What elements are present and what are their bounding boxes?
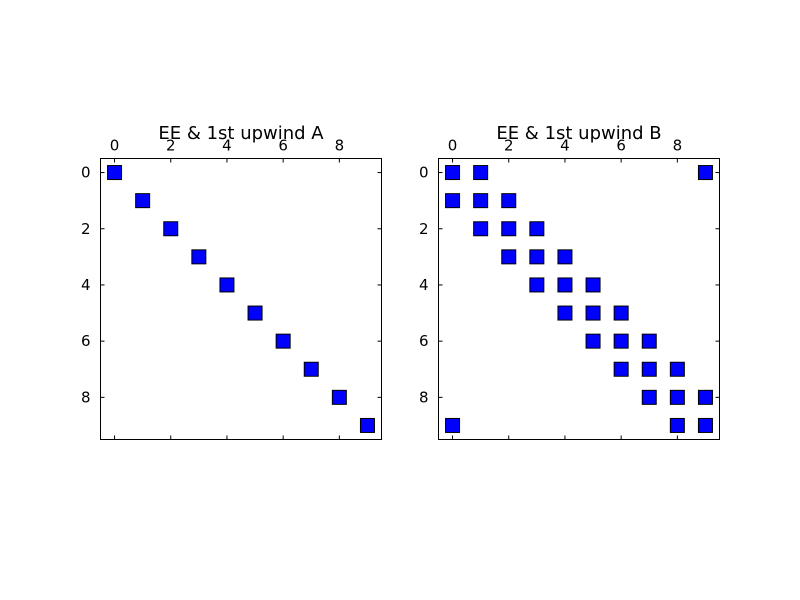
panel-b-marker-r4-c3 — [529, 277, 545, 293]
panel-a-ytick-label-2: 2 — [81, 220, 91, 238]
panel-b-marker-r3-c3 — [529, 249, 545, 265]
panel-b-marker-r2-c2 — [501, 221, 517, 237]
panel-b-marker-r0-c1 — [473, 165, 489, 181]
panel-b-marker-r5-c5 — [585, 305, 601, 321]
panel-b-marker-r3-c4 — [557, 249, 573, 265]
panel-b-marker-r6-c7 — [641, 333, 657, 349]
panel-b-marker-r9-c8 — [669, 417, 685, 433]
panel-b-marker-r6-c5 — [585, 333, 601, 349]
panel-b-marker-r8-c9 — [697, 389, 713, 405]
panel-b-tick-labels: 0 2 4 6 8 0 2 4 6 8 — [419, 137, 682, 407]
panel-a-marker-r5-c5 — [247, 305, 263, 321]
panel-a-xtick-label-8: 8 — [335, 137, 345, 155]
panel-a-marker-r8-c8 — [331, 389, 347, 405]
panel-a-ytick-label-4: 4 — [81, 276, 91, 294]
panel-b-xtick-label-6: 6 — [616, 137, 626, 155]
spy-panel-b: EE & 1st upwind B 0 2 4 6 8 0 2 4 6 8 — [419, 123, 720, 440]
panel-b-xtick-label-4: 4 — [560, 137, 570, 155]
panel-a-xtick-label-2: 2 — [166, 137, 176, 155]
panel-b-marker-r7-c7 — [641, 361, 657, 377]
panel-b-marker-r9-c9 — [697, 417, 713, 433]
panel-b-xtick-label-0: 0 — [448, 137, 458, 155]
panel-a-xtick-label-6: 6 — [278, 137, 288, 155]
panel-b-marker-r8-c7 — [641, 389, 657, 405]
panel-a-marker-r1-c1 — [135, 193, 151, 209]
panel-b-ytick-label-4: 4 — [419, 276, 429, 294]
panel-b-marker-r5-c6 — [613, 305, 629, 321]
panel-b-marker-r1-c0 — [445, 193, 461, 209]
panel-b-marker-r4-c5 — [585, 277, 601, 293]
panel-b-ticks — [438, 158, 720, 440]
panel-b-marker-r4-c4 — [557, 277, 573, 293]
panel-a-ytick-label-0: 0 — [81, 164, 91, 182]
panel-a-marker-r3-c3 — [191, 249, 207, 265]
panel-b-xtick-label-8: 8 — [673, 137, 683, 155]
panel-b-marker-r7-c8 — [669, 361, 685, 377]
panel-a-tick-labels: 0 2 4 6 8 0 2 4 6 8 — [81, 137, 344, 407]
panel-a-marker-r2-c2 — [163, 221, 179, 237]
panel-b-frame — [438, 158, 720, 440]
panel-a-markers — [107, 165, 375, 433]
panel-b-marker-r3-c2 — [501, 249, 517, 265]
panel-b-title: EE & 1st upwind B — [496, 123, 661, 144]
panel-a-marker-r9-c9 — [359, 417, 375, 433]
panel-b-marker-r2-c1 — [473, 221, 489, 237]
panel-a-xtick-label-0: 0 — [110, 137, 120, 155]
panel-b-xtick-label-2: 2 — [504, 137, 514, 155]
panel-a-frame — [100, 158, 382, 440]
panel-a-ticks — [100, 158, 382, 440]
panel-b-marker-r2-c3 — [529, 221, 545, 237]
panel-b-marker-r9-c0 — [445, 417, 461, 433]
panel-a-marker-r6-c6 — [275, 333, 291, 349]
panel-b-marker-r1-c2 — [501, 193, 517, 209]
panel-a-ytick-label-8: 8 — [81, 388, 91, 406]
panel-b-markers — [445, 165, 713, 433]
panel-a-marker-r0-c0 — [107, 165, 123, 181]
panel-b-marker-r7-c6 — [613, 361, 629, 377]
panel-b-marker-r0-c9 — [697, 165, 713, 181]
panel-a-ytick-label-6: 6 — [81, 332, 91, 350]
spy-panel-a: EE & 1st upwind A 0 2 4 6 8 0 2 4 6 8 — [81, 123, 382, 440]
panel-b-marker-r8-c8 — [669, 389, 685, 405]
panel-b-marker-r1-c1 — [473, 193, 489, 209]
panel-a-title: EE & 1st upwind A — [158, 123, 324, 144]
panel-b-ytick-label-6: 6 — [419, 332, 429, 350]
panel-b-ytick-label-2: 2 — [419, 220, 429, 238]
panel-b-marker-r5-c4 — [557, 305, 573, 321]
panel-b-ytick-label-0: 0 — [419, 164, 429, 182]
panel-a-marker-r7-c7 — [303, 361, 319, 377]
panel-a-xtick-label-4: 4 — [222, 137, 232, 155]
panel-b-marker-r6-c6 — [613, 333, 629, 349]
panel-b-marker-r0-c0 — [445, 165, 461, 181]
panel-a-marker-r4-c4 — [219, 277, 235, 293]
panel-b-ytick-label-8: 8 — [419, 388, 429, 406]
